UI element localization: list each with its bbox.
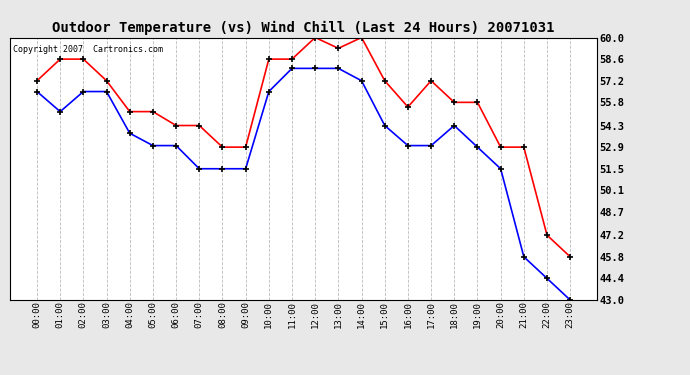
Title: Outdoor Temperature (vs) Wind Chill (Last 24 Hours) 20071031: Outdoor Temperature (vs) Wind Chill (Las… xyxy=(52,21,555,35)
Text: Copyright 2007  Cartronics.com: Copyright 2007 Cartronics.com xyxy=(13,45,164,54)
